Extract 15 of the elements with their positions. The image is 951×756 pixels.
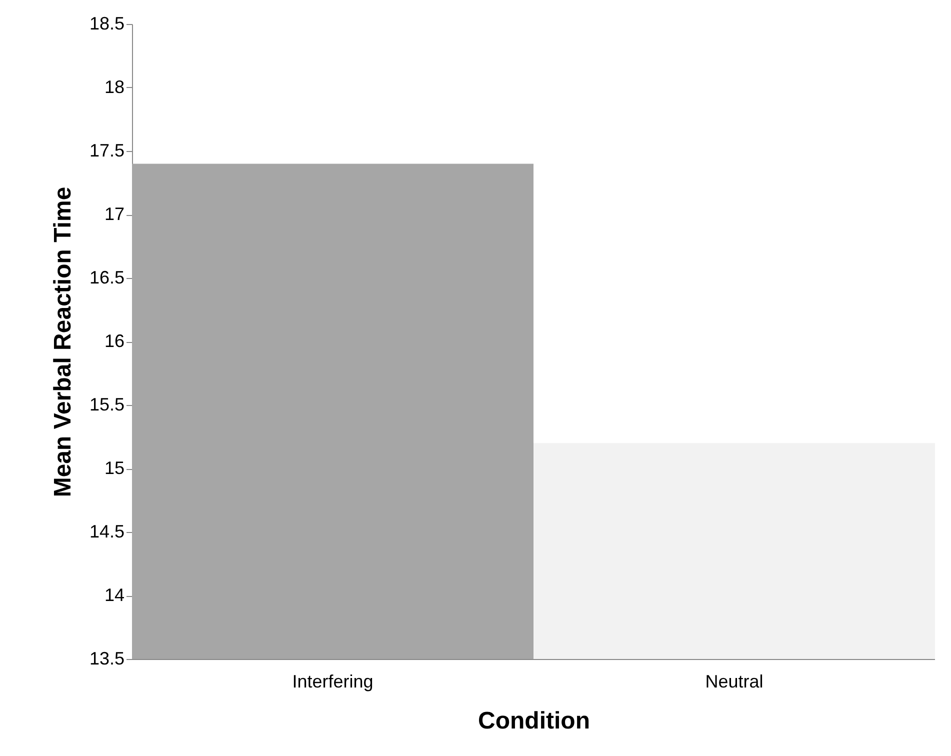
y-tick-label: 15 <box>104 458 124 478</box>
y-tick-label: 18.5 <box>89 14 124 34</box>
x-tick-label: Neutral <box>705 672 764 692</box>
y-tick-label: 14 <box>104 585 124 605</box>
y-tick-label: 14.5 <box>89 522 124 542</box>
y-axis-title: Mean Verbal Reaction Time <box>49 186 76 498</box>
x-tick-label: Interfering <box>292 672 374 692</box>
y-tick-label: 15.5 <box>89 394 124 414</box>
y-tick-label: 16.5 <box>89 268 124 288</box>
y-tick-label: 17 <box>104 204 124 224</box>
y-tick-label: 16 <box>104 331 124 351</box>
y-tick-label: 17.5 <box>89 140 124 160</box>
y-tick-label: 18 <box>104 77 124 97</box>
x-axis-title: Condition <box>478 708 590 734</box>
y-tick-label: 13.5 <box>89 648 124 668</box>
